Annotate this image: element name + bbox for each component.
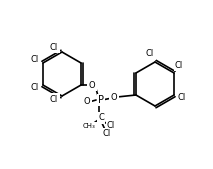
Text: Cl: Cl [50, 42, 58, 52]
Text: CH₃: CH₃ [83, 123, 95, 129]
Text: C: C [98, 114, 104, 123]
Text: O: O [111, 93, 117, 103]
Text: Cl: Cl [31, 83, 39, 92]
Text: Cl: Cl [31, 55, 39, 65]
Text: Cl: Cl [50, 94, 58, 103]
Text: Cl: Cl [107, 122, 115, 130]
Text: Cl: Cl [103, 129, 111, 139]
Text: Cl: Cl [178, 92, 186, 102]
Text: Cl: Cl [146, 50, 154, 58]
Text: O: O [89, 80, 95, 90]
Text: O: O [84, 98, 90, 106]
Text: Cl: Cl [175, 61, 183, 69]
Text: P: P [98, 95, 104, 105]
